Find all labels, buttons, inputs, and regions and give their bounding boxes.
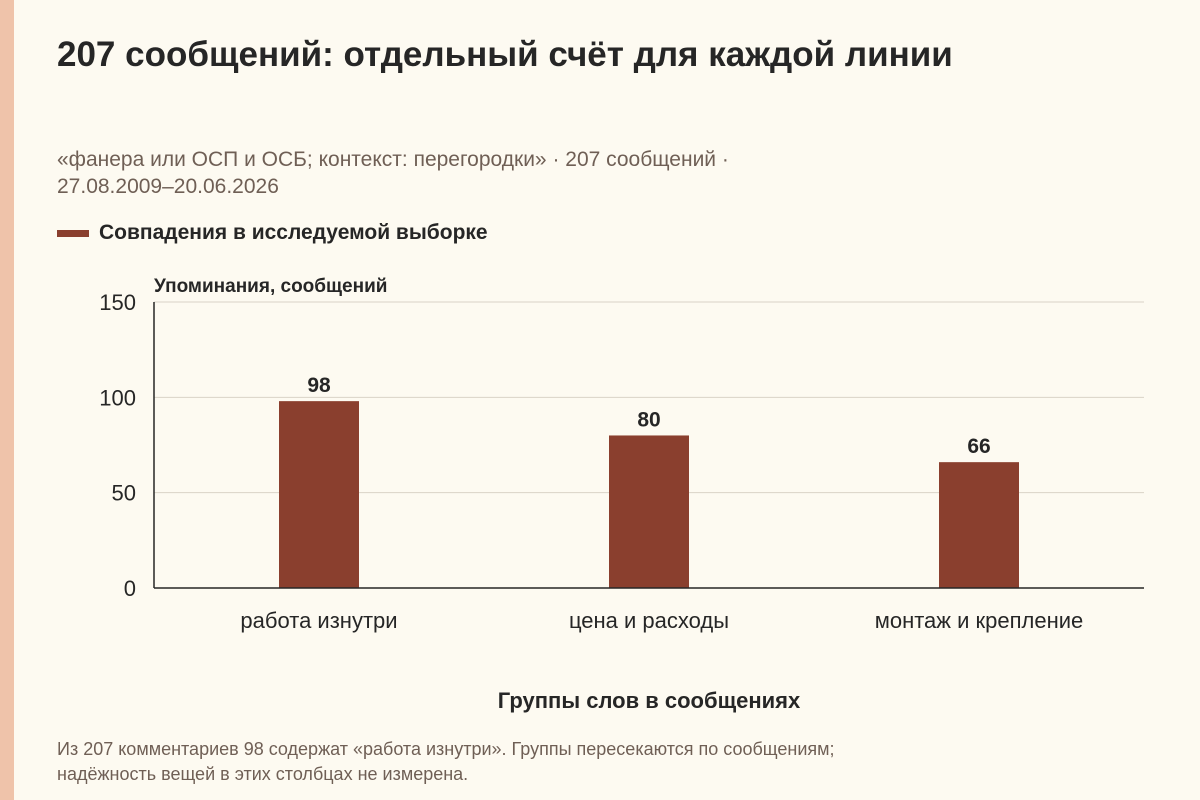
- footnote-line-2: надёжность вещей в этих столбцах не изме…: [57, 764, 469, 784]
- bar: [939, 462, 1019, 588]
- bar-value-label: 98: [307, 374, 331, 397]
- x-axis-label: Группы слов в сообщениях: [498, 688, 801, 713]
- x-axis-ticks: работа изнутри цена и расходы монтаж и кре…: [240, 608, 1083, 633]
- bar-value-label: 66: [967, 435, 990, 458]
- x-tick-label: цена и расходы: [569, 608, 729, 633]
- legend-swatch: [57, 229, 89, 237]
- y-tick-label: 50: [112, 481, 136, 506]
- bar: [609, 435, 689, 588]
- bar-value-label: 80: [637, 408, 660, 431]
- x-tick-label: работа изнутри: [240, 608, 397, 633]
- chart-title: 207 сообщений: отдельный счёт для каждой…: [57, 35, 953, 74]
- accent-strip: [0, 0, 14, 800]
- bar: [279, 401, 359, 588]
- y-axis-label: Упоминания, сообщений: [154, 276, 387, 297]
- legend-label: Совпадения в исследуемой выборке: [99, 221, 488, 244]
- x-tick-label: монтаж и крепление: [875, 608, 1084, 633]
- legend: Совпадения в исследуемой выборке: [57, 219, 488, 247]
- footnote: Из 207 комментариев 98 содержат «работа …: [57, 737, 1157, 787]
- y-axis-ticks: 0 50 100 150: [99, 290, 136, 601]
- y-tick-label: 100: [99, 385, 136, 410]
- y-tick-label: 150: [99, 290, 136, 315]
- subtitle-line-1: «фанера или ОСП и ОСБ; контекст: перегор…: [57, 148, 729, 171]
- data-labels: 98 80 66: [307, 374, 990, 458]
- footnote-line-1: Из 207 комментариев 98 содержат «работа …: [57, 739, 835, 759]
- chart-subtitle: «фанера или ОСП и ОСБ; контекст: перегор…: [57, 146, 957, 200]
- bars: [279, 401, 1019, 588]
- y-tick-label: 0: [124, 576, 136, 601]
- subtitle-line-2: 27.08.2009–20.06.2026: [57, 175, 279, 198]
